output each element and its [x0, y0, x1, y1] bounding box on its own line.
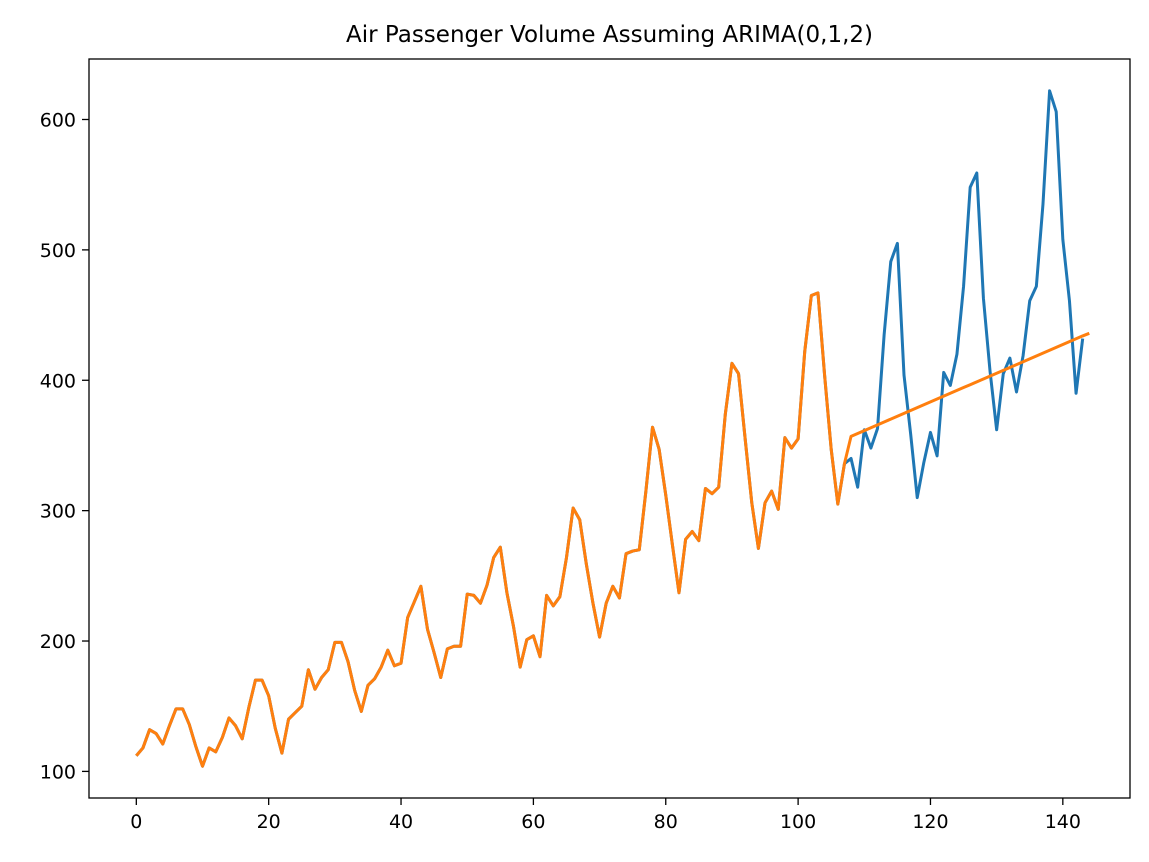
- x-tick-label: 20: [257, 811, 281, 833]
- chart-title: Air Passenger Volume Assuming ARIMA(0,1,…: [346, 22, 873, 48]
- y-axis-ticks: 100 200 300 400 500 600: [40, 109, 89, 783]
- x-tick-label: 60: [521, 811, 545, 833]
- plot-lines: [135, 89, 1090, 768]
- y-tick-label: 200: [40, 631, 76, 653]
- y-tick-label: 600: [40, 109, 76, 131]
- x-tick-label: 40: [389, 811, 413, 833]
- x-axis-ticks: 0 20 40 60 80 100 120 140: [130, 798, 1081, 833]
- y-tick-label: 300: [40, 501, 76, 523]
- y-tick-label: 100: [40, 761, 76, 783]
- plot-frame: [88, 58, 1131, 799]
- y-tick-label: 500: [40, 240, 76, 262]
- x-tick-label: 80: [654, 811, 678, 833]
- x-tick-label: 140: [1045, 811, 1081, 833]
- series-line-2: [135, 291, 1090, 768]
- x-tick-label: 0: [130, 811, 142, 833]
- x-tick-label: 100: [780, 811, 816, 833]
- x-tick-label: 120: [912, 811, 948, 833]
- series-line-1: [135, 89, 1085, 768]
- y-tick-label: 400: [40, 370, 76, 392]
